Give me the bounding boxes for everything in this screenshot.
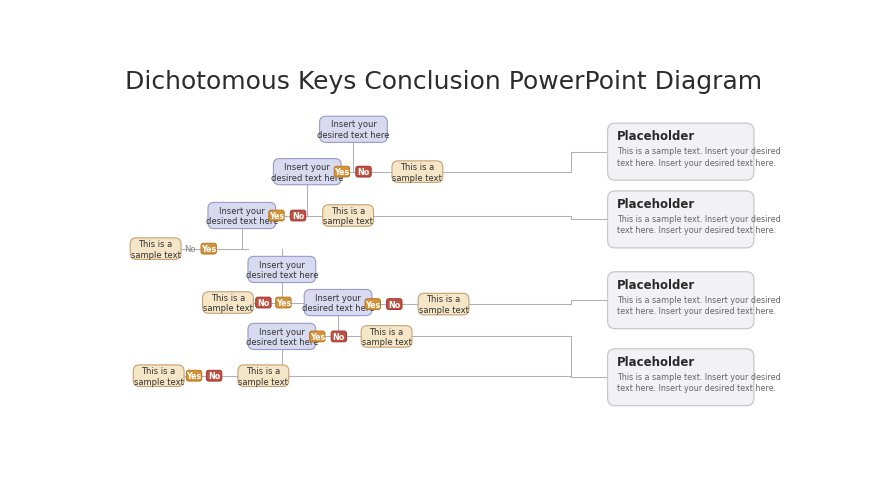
Text: No: No xyxy=(184,244,196,254)
Text: Insert your
desired text here: Insert your desired text here xyxy=(317,120,389,140)
Text: This is a sample text. Insert your desired
text here. Insert your desired text h: This is a sample text. Insert your desir… xyxy=(616,295,779,316)
Text: Insert your
desired text here: Insert your desired text here xyxy=(245,327,318,346)
Text: Insert your
desired text here: Insert your desired text here xyxy=(271,163,343,182)
FancyBboxPatch shape xyxy=(273,159,341,185)
FancyBboxPatch shape xyxy=(208,203,275,229)
Text: Insert your
desired text here: Insert your desired text here xyxy=(205,206,278,226)
FancyBboxPatch shape xyxy=(133,365,184,386)
FancyBboxPatch shape xyxy=(361,326,412,347)
Text: Yes: Yes xyxy=(186,371,202,381)
Text: Placeholder: Placeholder xyxy=(616,355,694,368)
Text: This is a
sample text: This is a sample text xyxy=(238,366,288,386)
FancyBboxPatch shape xyxy=(130,238,181,260)
FancyBboxPatch shape xyxy=(255,298,271,308)
Text: Yes: Yes xyxy=(334,168,349,177)
FancyBboxPatch shape xyxy=(248,257,315,283)
FancyBboxPatch shape xyxy=(319,117,387,143)
Text: This is a
sample text: This is a sample text xyxy=(418,295,468,314)
FancyBboxPatch shape xyxy=(206,370,222,381)
FancyBboxPatch shape xyxy=(309,331,325,342)
Text: No: No xyxy=(388,300,400,309)
FancyBboxPatch shape xyxy=(607,191,753,248)
Text: No: No xyxy=(292,212,304,221)
Text: No: No xyxy=(332,332,345,341)
Text: Placeholder: Placeholder xyxy=(616,278,694,291)
Text: No: No xyxy=(357,168,369,177)
FancyBboxPatch shape xyxy=(186,370,202,381)
Text: This is a
sample text: This is a sample text xyxy=(392,163,441,182)
Text: Dichotomous Keys Conclusion PowerPoint Diagram: Dichotomous Keys Conclusion PowerPoint D… xyxy=(124,70,761,94)
Text: No: No xyxy=(257,299,269,307)
FancyBboxPatch shape xyxy=(275,298,291,308)
Text: Placeholder: Placeholder xyxy=(616,197,694,210)
Text: This is a
sample text: This is a sample text xyxy=(202,293,253,313)
Text: This is a
sample text: This is a sample text xyxy=(134,366,183,386)
FancyBboxPatch shape xyxy=(248,324,315,350)
FancyBboxPatch shape xyxy=(355,167,371,178)
Text: This is a
sample text: This is a sample text xyxy=(362,327,411,346)
FancyBboxPatch shape xyxy=(386,299,401,310)
FancyBboxPatch shape xyxy=(202,292,253,314)
Text: Placeholder: Placeholder xyxy=(616,130,694,142)
FancyBboxPatch shape xyxy=(238,365,289,386)
FancyBboxPatch shape xyxy=(334,167,349,178)
Text: This is a sample text. Insert your desired
text here. Insert your desired text h: This is a sample text. Insert your desir… xyxy=(616,372,779,392)
Text: Yes: Yes xyxy=(275,299,291,307)
Text: Insert your
desired text here: Insert your desired text here xyxy=(302,293,374,313)
Text: Yes: Yes xyxy=(269,212,284,221)
Text: This is a sample text. Insert your desired
text here. Insert your desired text h: This is a sample text. Insert your desir… xyxy=(616,215,779,235)
Text: Yes: Yes xyxy=(365,300,380,309)
FancyBboxPatch shape xyxy=(322,205,373,227)
FancyBboxPatch shape xyxy=(607,349,753,406)
Text: This is a sample text. Insert your desired
text here. Insert your desired text h: This is a sample text. Insert your desir… xyxy=(616,147,779,167)
Text: Yes: Yes xyxy=(201,244,216,254)
FancyBboxPatch shape xyxy=(304,290,372,316)
Text: Yes: Yes xyxy=(309,332,324,341)
FancyBboxPatch shape xyxy=(331,331,346,342)
Text: No: No xyxy=(208,371,220,381)
FancyBboxPatch shape xyxy=(269,211,284,222)
FancyBboxPatch shape xyxy=(607,124,753,181)
FancyBboxPatch shape xyxy=(365,299,380,310)
FancyBboxPatch shape xyxy=(290,211,305,222)
FancyBboxPatch shape xyxy=(392,162,442,183)
FancyBboxPatch shape xyxy=(201,244,216,255)
Text: Insert your
desired text here: Insert your desired text here xyxy=(245,260,318,280)
FancyBboxPatch shape xyxy=(418,294,468,315)
Text: This is a
sample text: This is a sample text xyxy=(322,206,373,226)
Text: This is a
sample text: This is a sample text xyxy=(130,239,180,259)
FancyBboxPatch shape xyxy=(607,272,753,329)
